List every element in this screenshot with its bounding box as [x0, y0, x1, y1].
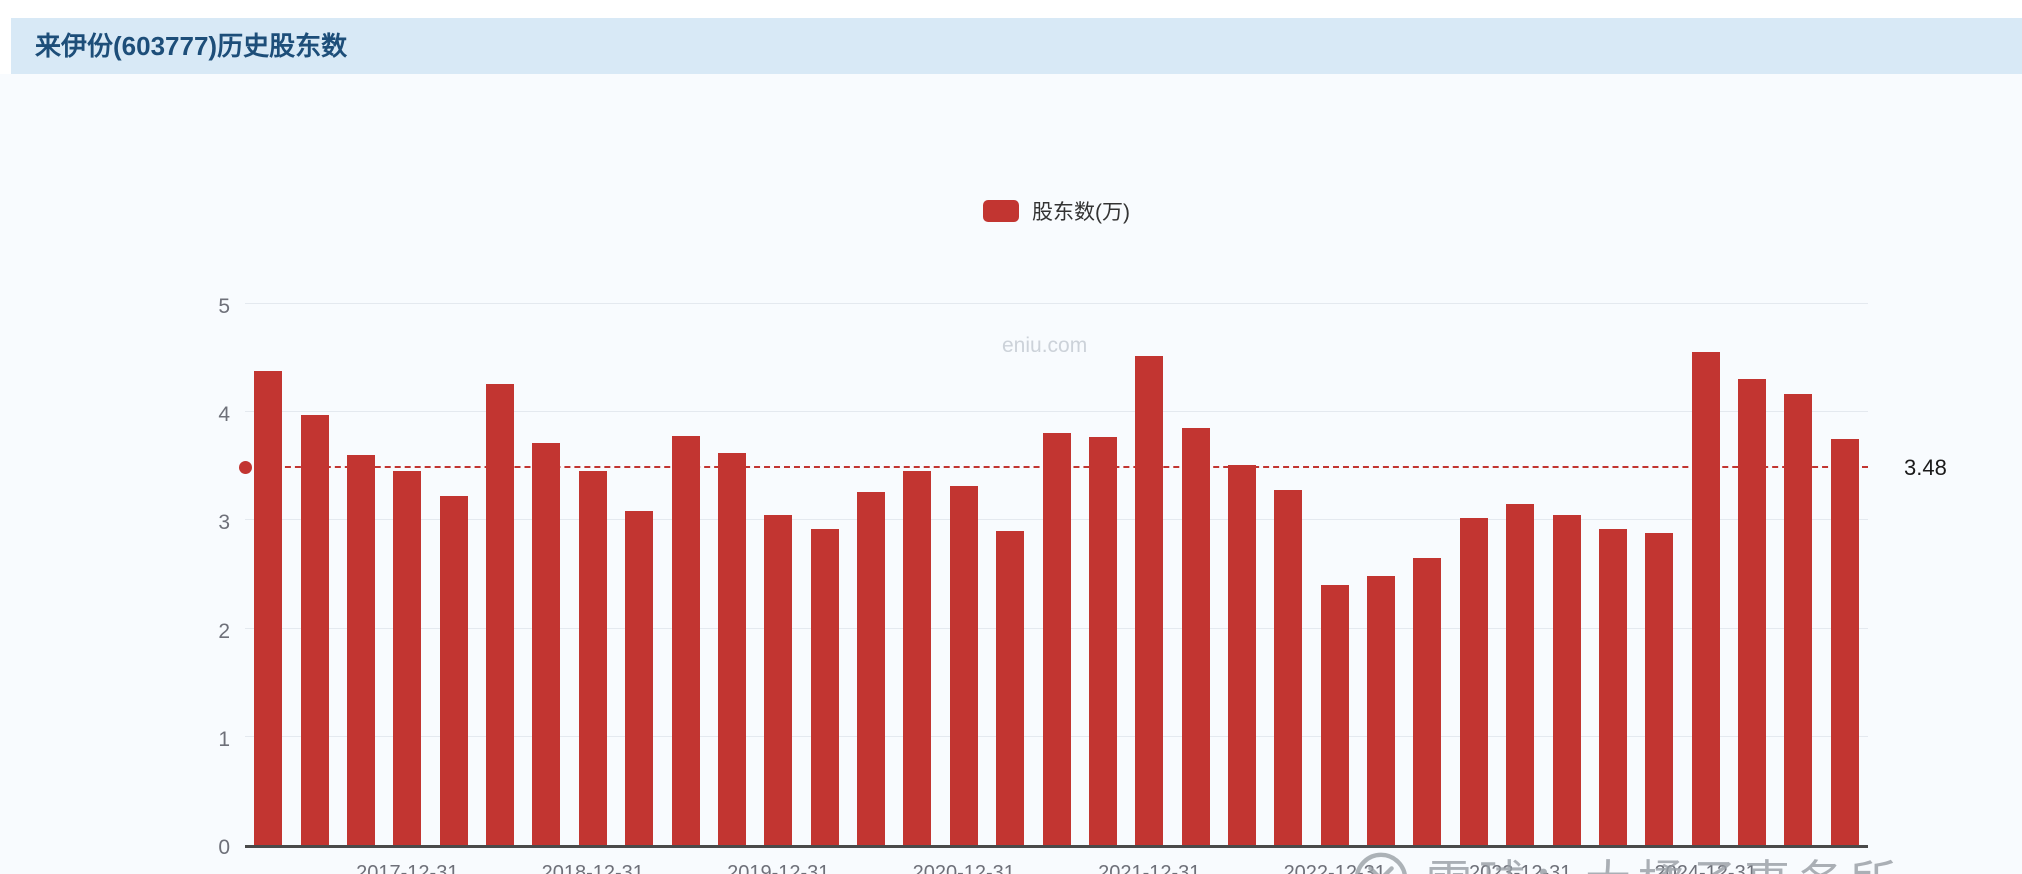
- chart-area: 股东数(万) eniu.com 0 1 2 3 4 5 3.48 2017-12-31 20…: [0, 74, 2022, 874]
- y-axis-tick-label: 5: [218, 295, 230, 318]
- xueqiu-watermark-text: 雪球：大橘子事务所: [1426, 846, 1903, 874]
- watermark-eniu: eniu.com: [1002, 334, 1088, 357]
- xueqiu-logo-icon: [1355, 852, 1407, 874]
- x-axis-tick-label: 2020-12-31: [912, 862, 1015, 874]
- bar-2017-06-30[interactable]: [300, 415, 329, 845]
- y-axis-tick-label: 2: [218, 619, 230, 643]
- bar-2022-09-30[interactable]: [1274, 490, 1303, 845]
- bar-2025-03-31[interactable]: [1738, 378, 1767, 845]
- bar-2021-09-30[interactable]: [1088, 437, 1117, 845]
- x-axis-tick-label: 2018-12-31: [541, 862, 644, 874]
- bar-2017-12-31[interactable]: [393, 470, 422, 845]
- gridline: [245, 303, 1868, 304]
- page-title: 来伊份(603777)历史股东数: [35, 31, 348, 61]
- bar-2023-03-31[interactable]: [1367, 575, 1396, 845]
- reference-dot-icon: [239, 461, 252, 475]
- bar-2020-09-30[interactable]: [903, 470, 932, 845]
- legend-label: 股东数(万): [1032, 201, 1130, 224]
- bar-2018-12-31[interactable]: [578, 470, 607, 845]
- legend-marker-icon: [983, 200, 1019, 222]
- y-axis-tick-label: 0: [218, 836, 230, 859]
- bar-2021-06-30[interactable]: [1042, 432, 1071, 845]
- bar-2025-06-30[interactable]: [1784, 393, 1813, 845]
- y-axis-tick-label: 4: [218, 403, 230, 427]
- x-axis-tick-label: 2024-12-31: [1654, 862, 1757, 874]
- bar-2019-09-30[interactable]: [717, 453, 746, 845]
- x-axis-tick-label: 2017-12-31: [356, 862, 459, 874]
- legend-item-shareholders[interactable]: 股东数(万): [983, 196, 1130, 226]
- bar-2024-09-30[interactable]: [1645, 533, 1674, 845]
- legend: 股东数(万): [245, 196, 1868, 226]
- bar-2022-06-30[interactable]: [1227, 465, 1256, 845]
- bar-2019-03-31[interactable]: [625, 510, 654, 845]
- x-axis-tick-label: 2019-12-31: [727, 862, 830, 874]
- x-axis-tick-label: 2021-12-31: [1098, 862, 1201, 874]
- bar-2020-06-30[interactable]: [857, 492, 885, 845]
- bar-2023-09-30[interactable]: [1459, 518, 1488, 845]
- bar-2024-12-31[interactable]: [1691, 351, 1720, 845]
- bar-2023-12-31[interactable]: [1506, 504, 1535, 845]
- bar-2020-03-31[interactable]: [810, 529, 839, 845]
- bar-2018-06-30[interactable]: [486, 384, 515, 845]
- chart-header: 来伊份(603777)历史股东数: [11, 18, 2022, 74]
- bar-2019-06-30[interactable]: [671, 436, 700, 845]
- bar-2021-12-31[interactable]: [1135, 355, 1164, 845]
- y-axis-labels: 0 1 2 3 4 5: [0, 295, 230, 859]
- bar-2022-12-31[interactable]: [1320, 585, 1349, 845]
- bar-2020-12-31[interactable]: [949, 485, 978, 845]
- bar-2025-09-30[interactable]: [1830, 439, 1859, 845]
- bar-2023-06-30[interactable]: [1413, 558, 1442, 845]
- bar-2018-03-31[interactable]: [439, 495, 468, 845]
- bar-2018-09-30[interactable]: [532, 442, 561, 845]
- reference-line-label: 3.48: [1904, 455, 1947, 481]
- bar-2021-03-31[interactable]: [996, 531, 1025, 845]
- watermark-xueqiu: 雪球：大橘子事务所: [1352, 848, 1903, 874]
- bar-2017-03-31[interactable]: [254, 371, 283, 845]
- bar-2019-12-31[interactable]: [764, 515, 793, 845]
- bar-2022-03-31[interactable]: [1181, 428, 1210, 845]
- bar-2017-09-30[interactable]: [346, 455, 375, 845]
- bar-2024-06-30[interactable]: [1598, 529, 1627, 845]
- gridline: [245, 411, 1868, 413]
- y-axis-tick-label: 1: [218, 727, 230, 751]
- plot-area: 3.48: [239, 303, 1947, 848]
- x-axis-tick-label: 2023-12-31: [1469, 862, 1572, 874]
- y-axis-tick-label: 3: [218, 511, 230, 535]
- bar-2024-03-31[interactable]: [1552, 515, 1581, 845]
